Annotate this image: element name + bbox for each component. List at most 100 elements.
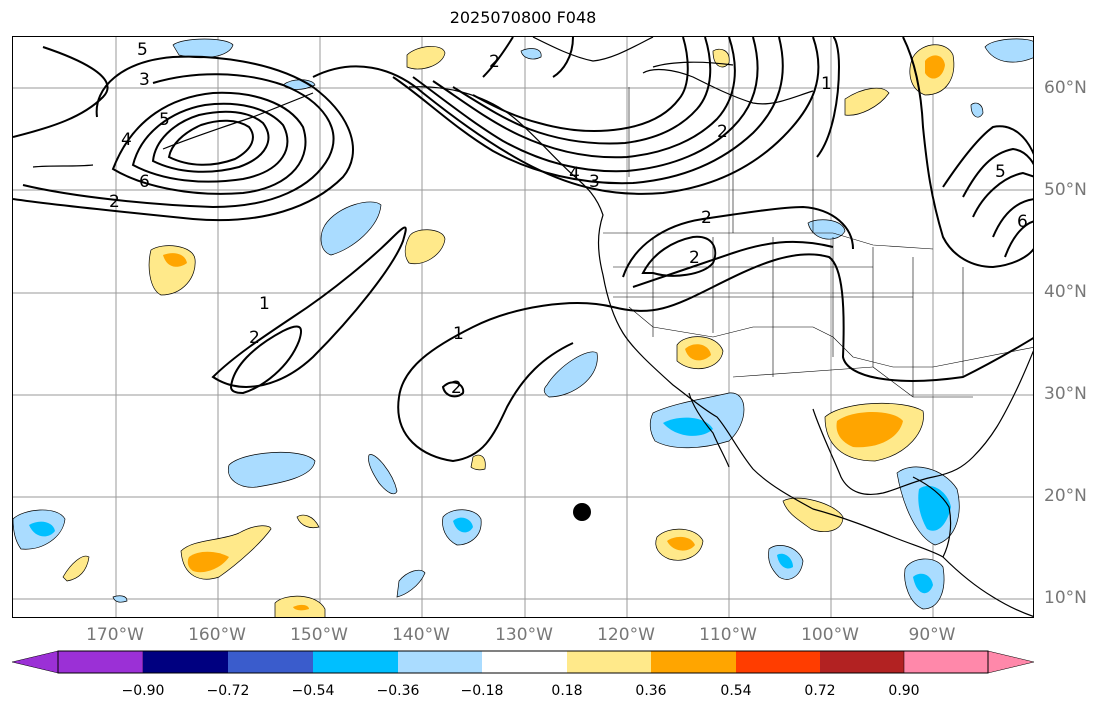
anomaly-negative <box>918 485 951 531</box>
contour-lines <box>13 37 1033 463</box>
colorbar-segment <box>651 651 736 673</box>
anomaly-positive <box>404 229 446 265</box>
lon-label: 150°W <box>290 625 348 645</box>
colorbar-segment <box>567 651 651 673</box>
colorbar-segment <box>398 651 482 673</box>
lon-label: 100°W <box>801 625 859 645</box>
anomaly-negative <box>368 454 398 495</box>
colorbar-tick-label: −0.54 <box>291 683 335 699</box>
colorbar-segment <box>228 651 313 673</box>
lat-label: 30°N <box>1044 384 1087 404</box>
anomaly-positive <box>782 497 844 532</box>
contour-label: 1 <box>821 74 832 94</box>
anomaly-positive <box>148 245 196 296</box>
anomaly-positive <box>925 55 945 79</box>
colorbar <box>11 650 1035 674</box>
anomaly-negative <box>984 38 1033 63</box>
map-canvas: 5 3 4 5 6 2 2 1 1 2 2 1 2 3 4 5 6 2 2 1 <box>13 37 1033 617</box>
anomaly-positive <box>667 536 695 551</box>
anomaly-positive <box>712 48 730 68</box>
colorbar-tick-label: 0.72 <box>804 683 836 699</box>
anomaly-negative <box>777 553 793 569</box>
colorbar-tick-label: 0.90 <box>888 683 920 699</box>
contour-label: 6 <box>1017 212 1028 232</box>
contour-label: 5 <box>159 110 170 130</box>
colorbar-tick-label: 0.54 <box>720 683 752 699</box>
colorbar-segment <box>313 651 398 673</box>
anomaly-positive <box>296 514 320 529</box>
colorbar-tick-label: −0.36 <box>376 683 420 699</box>
contour-label: 2 <box>701 208 712 228</box>
contour-label: 5 <box>137 40 148 60</box>
anomaly-negative <box>520 48 542 60</box>
political-borders <box>603 87 1033 398</box>
anomaly-negative <box>29 521 55 537</box>
anomaly-negative <box>453 517 473 533</box>
lon-label: 140°W <box>392 625 450 645</box>
contour-label: 3 <box>589 172 600 192</box>
contour-label: 2 <box>249 328 260 348</box>
colorbar-segment <box>11 650 144 674</box>
anomaly-negative <box>227 451 316 488</box>
anomaly-negative <box>320 201 382 256</box>
anomaly-negative <box>913 573 933 594</box>
colorbar-tick-label: 0.18 <box>551 683 583 699</box>
colorbar-tick-label: −0.18 <box>460 683 504 699</box>
anomaly-negative <box>663 417 713 436</box>
contour-label: 1 <box>453 324 464 344</box>
contour-label: 1 <box>259 294 270 314</box>
lon-label: 110°W <box>699 625 757 645</box>
anomaly-positive <box>844 87 890 116</box>
lon-label: 90°W <box>908 625 956 645</box>
contour-label: 1 <box>29 322 40 342</box>
colorbar-segment <box>482 651 567 673</box>
anomaly-positive <box>836 412 903 448</box>
colorbar-segment <box>736 651 820 673</box>
location-marker <box>573 503 591 521</box>
anomaly-positive <box>62 555 90 582</box>
contour-label: 2 <box>717 122 728 142</box>
contour-label: 6 <box>139 172 150 192</box>
contour-label: 5 <box>995 162 1006 182</box>
colorbar-segment <box>820 651 904 673</box>
coastlines <box>32 37 1033 617</box>
chart-title: 2025070800 F048 <box>449 8 597 27</box>
anomaly-negative <box>112 595 128 603</box>
anomaly-positive <box>293 604 309 611</box>
anomaly-positive <box>163 253 187 267</box>
contour-label: 4 <box>121 130 132 150</box>
contour-label: 2 <box>689 248 700 268</box>
contour-label: 2 <box>489 52 500 72</box>
anomaly-negative <box>396 569 426 598</box>
filled-anomalies <box>13 38 1033 617</box>
contour-label: 2 <box>109 192 120 212</box>
lat-label: 20°N <box>1044 486 1087 506</box>
anomaly-positive <box>685 344 711 361</box>
graticule <box>13 37 1033 617</box>
colorbar-outline <box>57 650 989 674</box>
map-panel: 5 3 4 5 6 2 2 1 1 2 2 1 2 3 4 5 6 2 2 1 <box>12 36 1034 618</box>
lat-label: 50°N <box>1044 180 1087 200</box>
anomaly-negative <box>172 38 234 59</box>
lat-label: 10°N <box>1044 588 1087 608</box>
anomaly-negative <box>543 351 598 398</box>
anomaly-positive <box>470 454 486 471</box>
contour-label: 2 <box>451 378 462 398</box>
anomaly-negative <box>970 102 984 118</box>
lon-label: 170°W <box>86 625 144 645</box>
colorbar-segment <box>903 650 1035 674</box>
lat-label: 60°N <box>1044 78 1087 98</box>
anomaly-positive <box>406 46 446 70</box>
lon-label: 130°W <box>495 625 553 645</box>
colorbar-tick-label: 0.36 <box>635 683 667 699</box>
lon-label: 120°W <box>597 625 655 645</box>
colorbar-tick-label: −0.72 <box>206 683 250 699</box>
anomaly-positive <box>187 551 229 573</box>
colorbar-segment <box>143 651 228 673</box>
lon-label: 160°W <box>188 625 246 645</box>
contour-label: 4 <box>569 164 580 184</box>
contour-label: 3 <box>139 70 150 90</box>
colorbar-tick-label: −0.90 <box>121 683 165 699</box>
contour-label-group: 5 3 4 5 6 2 2 1 1 2 2 1 2 3 4 5 6 2 2 1 <box>29 40 1028 398</box>
lat-label: 40°N <box>1044 282 1087 302</box>
